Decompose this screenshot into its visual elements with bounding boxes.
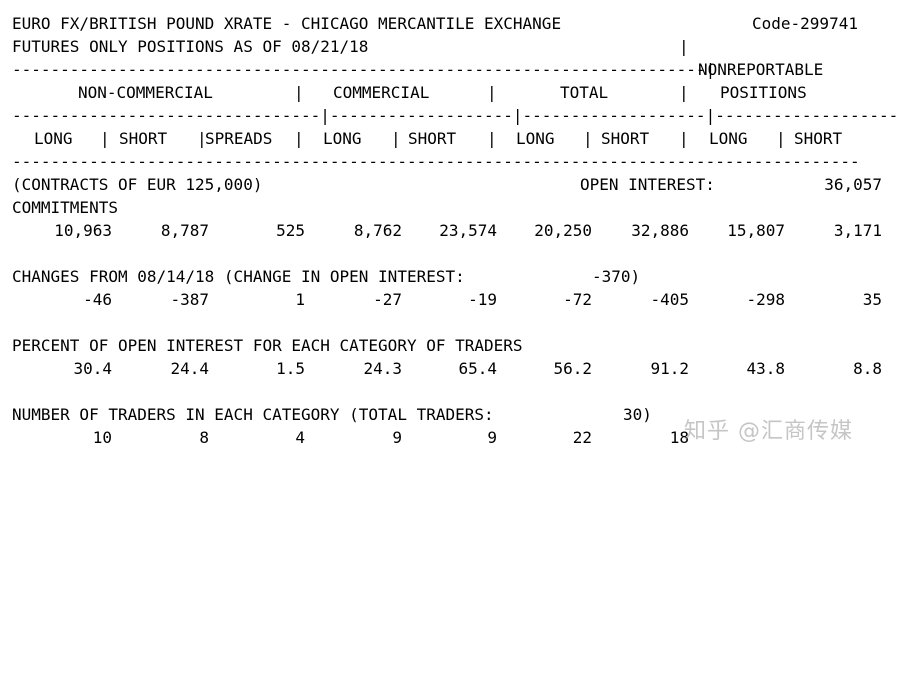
- traders-label-line: NUMBER OF TRADERS IN EACH CATEGORY (TOTA…: [12, 403, 882, 426]
- traders-values: 10 8 4 9 9 22 18: [12, 426, 882, 449]
- value-cell: 43.8: [746, 359, 785, 378]
- value-cell: 8,762: [353, 221, 402, 240]
- value-cell: 8.8: [853, 359, 882, 378]
- dash-rule: ----------------------------------------…: [12, 60, 716, 79]
- value-cell: -298: [746, 290, 785, 309]
- dash-rule: ----------------------------------------…: [12, 152, 860, 171]
- divider: |: [294, 129, 304, 148]
- col-comm-long: LONG: [323, 129, 362, 148]
- col-total-long: LONG: [516, 129, 555, 148]
- divider: |: [776, 129, 786, 148]
- group-commercial: COMMERCIAL: [333, 83, 430, 102]
- blank-line: [12, 242, 882, 265]
- traders-label: NUMBER OF TRADERS IN EACH CATEGORY (TOTA…: [12, 405, 494, 424]
- open-interest-value: 36,057: [824, 175, 882, 194]
- column-header-line: LONG | SHORT | SPREADS | LONG | SHORT | …: [12, 127, 882, 150]
- watermark-text: 知乎 @汇商传媒: [684, 419, 853, 444]
- percent-label: PERCENT OF OPEN INTEREST FOR EACH CATEGO…: [12, 336, 523, 355]
- value-cell: 10,963: [54, 221, 112, 240]
- value-cell: -387: [170, 290, 209, 309]
- rule-line-1: ----------------------------------------…: [12, 58, 882, 81]
- percent-label-line: PERCENT OF OPEN INTEREST FOR EACH CATEGO…: [12, 334, 882, 357]
- contracts-line: (CONTRACTS OF EUR 125,000) OPEN INTEREST…: [12, 173, 882, 196]
- rule-line-2: --------------------------------|-------…: [12, 104, 898, 127]
- col-total-short: SHORT: [601, 129, 650, 148]
- change-oi-value: -370): [592, 267, 641, 286]
- divider: |: [679, 37, 689, 56]
- commitments-label-line: COMMITMENTS: [12, 196, 882, 219]
- value-cell: 24.4: [170, 359, 209, 378]
- value-cell: 9: [487, 428, 497, 447]
- value-cell: 9: [392, 428, 402, 447]
- value-cell: 91.2: [650, 359, 689, 378]
- open-interest-label: OPEN INTEREST:: [580, 175, 715, 194]
- group-total: TOTAL: [560, 83, 609, 102]
- contracts-label: (CONTRACTS OF EUR 125,000): [12, 175, 263, 194]
- col-noncomm-long: LONG: [34, 129, 73, 148]
- value-cell: 18: [669, 428, 689, 447]
- commitments-values: 10,963 8,787 525 8,762 23,574 20,250 32,…: [12, 219, 882, 242]
- divider: |: [100, 129, 110, 148]
- percent-values: 30.4 24.4 1.5 24.3 65.4 56.2 91.2 43.8 8…: [12, 357, 882, 380]
- value-cell: 24.3: [363, 359, 402, 378]
- group-noncommercial: NON-COMMERCIAL: [78, 83, 213, 102]
- divider: |: [679, 129, 689, 148]
- value-cell: 15,807: [727, 221, 785, 240]
- value-cell: 35: [862, 290, 882, 309]
- commitments-label: COMMITMENTS: [12, 198, 118, 217]
- col-noncomm-spreads: SPREADS: [205, 129, 273, 148]
- divider: |: [294, 83, 304, 102]
- value-cell: 32,886: [631, 221, 689, 240]
- value-cell: -405: [650, 290, 689, 309]
- value-cell: 8,787: [160, 221, 209, 240]
- value-cell: 8: [199, 428, 209, 447]
- group-nonreportable-1: NONREPORTABLE: [698, 60, 824, 79]
- report-title: EURO FX/BRITISH POUND XRATE - CHICAGO ME…: [12, 14, 562, 33]
- value-cell: 4: [295, 428, 305, 447]
- value-cell: 1.5: [276, 359, 305, 378]
- value-cell: 1: [295, 290, 305, 309]
- group-nonreportable-2: POSITIONS: [720, 83, 807, 102]
- col-nonrep-long: LONG: [709, 129, 748, 148]
- col-noncomm-short: SHORT: [119, 129, 168, 148]
- value-cell: 23,574: [439, 221, 497, 240]
- title-line: EURO FX/BRITISH POUND XRATE - CHICAGO ME…: [12, 12, 882, 35]
- changes-values: -46 -387 1 -27 -19 -72 -405 -298 35: [12, 288, 882, 311]
- changes-label: CHANGES FROM 08/14/18 (CHANGE IN OPEN IN…: [12, 267, 465, 286]
- value-cell: -46: [83, 290, 112, 309]
- cot-report: EURO FX/BRITISH POUND XRATE - CHICAGO ME…: [12, 12, 898, 449]
- value-cell: 30.4: [73, 359, 112, 378]
- divider: |: [679, 83, 689, 102]
- group-header-line: NON-COMMERCIAL | COMMERCIAL | TOTAL | PO…: [12, 81, 882, 104]
- rule-line-3: ----------------------------------------…: [12, 150, 882, 173]
- subtitle-line: FUTURES ONLY POSITIONS AS OF 08/21/18 |: [12, 35, 882, 58]
- divider: |: [487, 129, 497, 148]
- col-comm-short: SHORT: [408, 129, 457, 148]
- total-traders-value: 30): [623, 405, 652, 424]
- value-cell: 10: [92, 428, 112, 447]
- value-cell: -27: [373, 290, 402, 309]
- value-cell: 3,171: [833, 221, 882, 240]
- changes-label-line: CHANGES FROM 08/14/18 (CHANGE IN OPEN IN…: [12, 265, 882, 288]
- value-cell: 22: [572, 428, 592, 447]
- value-cell: 20,250: [534, 221, 592, 240]
- value-cell: 525: [276, 221, 305, 240]
- value-cell: -72: [563, 290, 592, 309]
- report-subtitle: FUTURES ONLY POSITIONS AS OF 08/21/18: [12, 37, 369, 56]
- divider: |: [391, 129, 401, 148]
- divider: |: [197, 129, 207, 148]
- value-cell: 65.4: [458, 359, 497, 378]
- divider: |: [583, 129, 593, 148]
- value-cell: -19: [468, 290, 497, 309]
- value-cell: 56.2: [553, 359, 592, 378]
- blank-line: [12, 380, 882, 403]
- col-nonrep-short: SHORT: [794, 129, 843, 148]
- dash-rule: --------------------------------|-------…: [12, 106, 899, 125]
- report-code: Code-299741: [752, 14, 858, 33]
- blank-line: [12, 311, 882, 334]
- divider: |: [487, 83, 497, 102]
